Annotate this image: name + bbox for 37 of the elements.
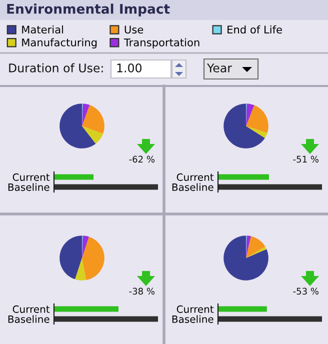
legend-label: End of Life <box>228 25 282 34</box>
y-tick-label: Baseline <box>172 183 214 191</box>
legend-label: Use <box>124 26 144 34</box>
pie-slice <box>82 126 104 144</box>
text: 1.00 <box>117 63 142 72</box>
pie-slice <box>246 104 254 126</box>
text: Duration of Use: <box>9 63 103 72</box>
pie-slice <box>82 236 89 258</box>
pie-slice <box>82 104 104 134</box>
pie-slice <box>60 104 96 148</box>
text: -53 % <box>293 288 319 295</box>
pie-slice <box>224 104 265 148</box>
pie-slice <box>82 236 104 280</box>
text: -51 % <box>293 156 319 163</box>
y-tick-label: Baseline <box>172 315 214 323</box>
pie-slice <box>246 236 266 258</box>
text: -38 % <box>129 288 155 295</box>
pie-slice <box>246 246 267 258</box>
y-tick-label: Current <box>176 173 214 181</box>
legend-label: Manufacturing <box>22 38 97 48</box>
y-tick-label: Current <box>12 173 50 181</box>
text: -62 % <box>129 156 155 163</box>
pie-slice <box>224 236 268 280</box>
text: Environmental Impact <box>7 4 170 16</box>
pie-slice <box>246 126 268 138</box>
pie-slice <box>75 258 86 280</box>
pie-slice <box>246 105 268 133</box>
y-tick-label: Current <box>176 305 214 313</box>
pie-slice <box>60 236 82 280</box>
legend-label: Transportation <box>124 38 200 48</box>
text: Year <box>206 64 232 72</box>
legend-label: Material <box>22 25 64 34</box>
y-tick-label: Baseline <box>8 315 50 323</box>
pie-slice <box>246 236 251 258</box>
y-tick-label: Current <box>12 305 50 313</box>
y-tick-label: Baseline <box>8 183 50 191</box>
pie-slice <box>82 104 90 126</box>
